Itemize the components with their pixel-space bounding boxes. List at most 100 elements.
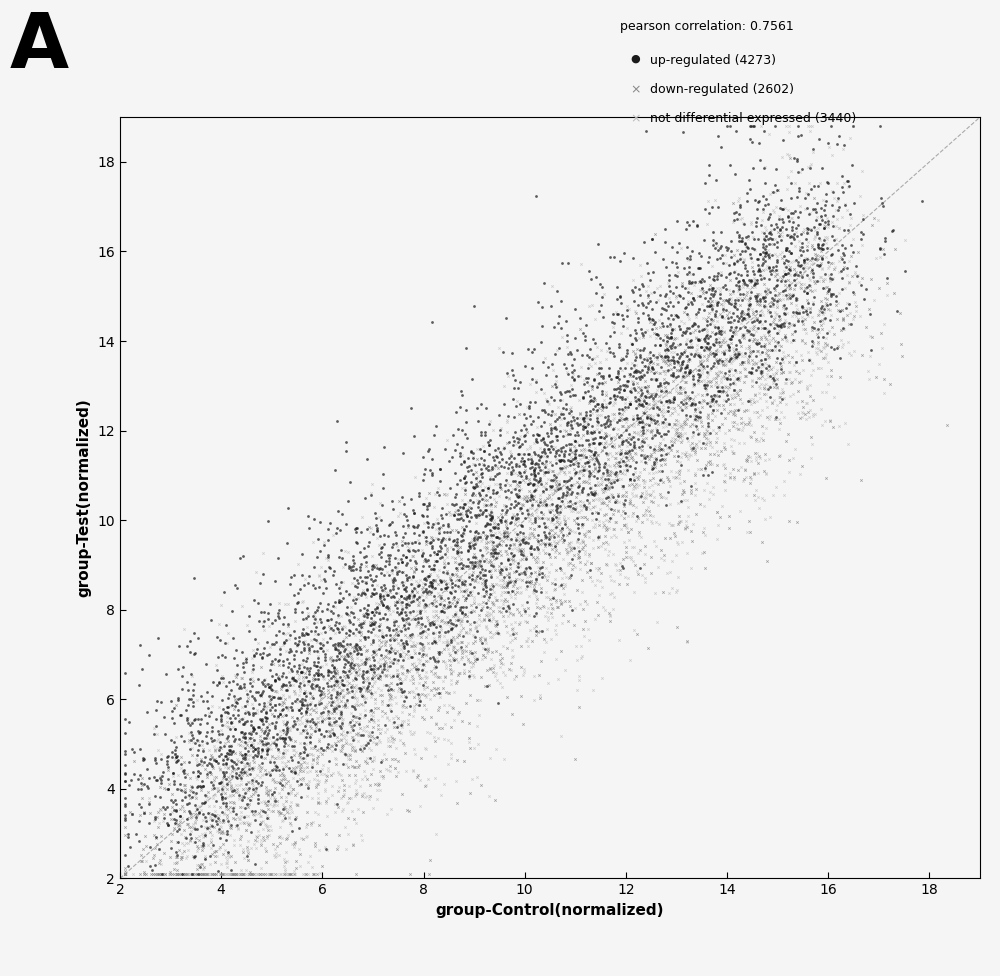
Point (202, 764, 218, 780)
Point (792, 258, 808, 273)
Point (420, 627, 436, 642)
Point (543, 438, 559, 454)
Point (395, 529, 411, 545)
Point (384, 565, 400, 581)
Point (245, 720, 261, 736)
Point (642, 354, 658, 370)
Point (430, 515, 446, 531)
Point (254, 742, 270, 757)
Point (526, 466, 542, 481)
Point (211, 841, 227, 857)
Point (738, 487, 754, 503)
Point (186, 849, 202, 865)
Point (748, 449, 764, 465)
Point (325, 765, 341, 781)
Point (242, 748, 258, 763)
Point (235, 660, 251, 675)
Point (736, 435, 752, 451)
Point (687, 316, 703, 332)
Point (704, 313, 720, 329)
Point (257, 866, 273, 881)
Point (551, 545, 567, 560)
Point (228, 806, 244, 822)
Point (547, 538, 563, 553)
Point (626, 472, 642, 488)
Point (317, 782, 333, 797)
Point (571, 466, 587, 481)
Point (830, 191, 846, 207)
Point (411, 688, 427, 704)
Point (567, 433, 583, 449)
Point (572, 554, 588, 570)
Point (183, 691, 199, 707)
Point (477, 567, 493, 583)
Point (254, 713, 270, 729)
Point (169, 849, 185, 865)
Point (840, 179, 856, 194)
Point (176, 762, 192, 778)
Point (392, 671, 408, 686)
Point (252, 759, 268, 775)
Point (555, 427, 571, 443)
Point (258, 699, 274, 714)
Point (329, 729, 345, 745)
Point (215, 764, 231, 780)
Point (391, 646, 407, 662)
Point (526, 469, 542, 485)
Point (268, 627, 284, 642)
Point (756, 230, 772, 246)
Point (645, 264, 661, 280)
Point (406, 699, 422, 714)
Point (647, 475, 663, 491)
Point (243, 724, 259, 740)
Point (465, 479, 481, 495)
Point (184, 669, 200, 684)
Point (253, 712, 269, 727)
Point (320, 791, 336, 806)
Point (181, 788, 197, 803)
Point (323, 652, 339, 668)
Point (451, 511, 467, 527)
Point (581, 467, 597, 482)
Point (593, 435, 609, 451)
Point (842, 305, 858, 320)
Point (540, 471, 556, 487)
Point (715, 304, 731, 319)
Point (581, 470, 597, 486)
Point (312, 709, 328, 724)
Point (477, 631, 493, 647)
Point (408, 561, 424, 577)
Point (505, 462, 521, 477)
Point (187, 645, 203, 661)
Point (264, 653, 280, 669)
Point (628, 488, 644, 504)
Point (485, 556, 501, 572)
Point (477, 568, 493, 584)
Point (335, 728, 351, 744)
Point (437, 624, 453, 639)
Point (258, 797, 274, 813)
Point (415, 579, 431, 594)
Point (271, 807, 287, 823)
Point (631, 528, 647, 544)
Point (673, 313, 689, 329)
Point (595, 466, 611, 481)
Point (398, 611, 414, 627)
Point (341, 607, 357, 623)
Point (349, 710, 365, 725)
Point (352, 569, 368, 585)
Point (543, 596, 559, 612)
Point (581, 549, 597, 564)
Point (615, 351, 631, 367)
Point (321, 710, 337, 725)
Point (414, 582, 430, 597)
Point (275, 657, 291, 672)
Point (498, 603, 514, 619)
Point (483, 497, 499, 512)
Point (749, 310, 765, 326)
Point (644, 231, 660, 247)
Point (729, 348, 745, 364)
Point (393, 551, 409, 567)
Point (749, 311, 765, 327)
Point (381, 686, 397, 702)
